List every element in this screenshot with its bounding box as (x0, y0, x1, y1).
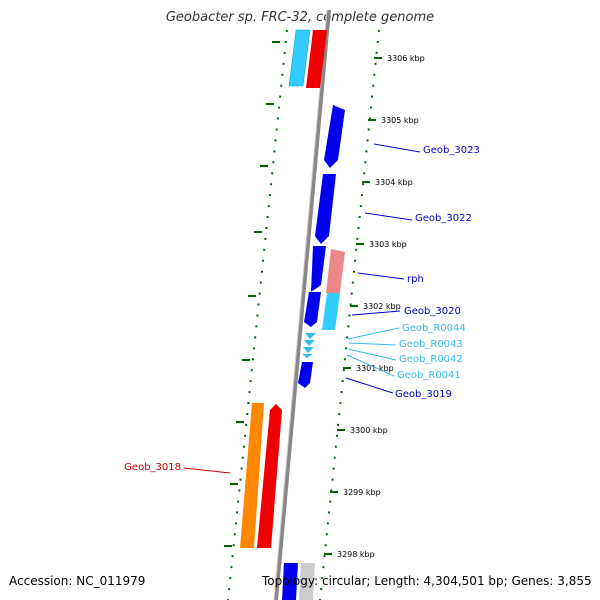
map-title: Geobacter sp. FRC-32, complete genome (165, 10, 435, 25)
gene-leader-line (347, 348, 397, 361)
cds-red-top (306, 30, 327, 88)
gene-leader-line (345, 377, 394, 394)
gene-label[interactable]: Geob_3018 (124, 462, 181, 473)
cds-geob-3021 (311, 246, 326, 292)
gene-leader-line (357, 272, 405, 280)
gene-label[interactable]: Geob_3019 (395, 389, 452, 400)
cds-geob-3022 (315, 174, 336, 244)
gene-leader-line (373, 143, 421, 153)
trna-geob-r0043 (304, 340, 315, 346)
kbp-tick-label: 3306 kbp (387, 54, 425, 63)
genome-backbone (274, 9, 331, 600)
gene-label[interactable]: Geob_R0042 (399, 354, 463, 365)
cds-gray-bottom (299, 563, 315, 600)
gene-label[interactable]: Geob_R0041 (397, 370, 461, 381)
genome-stats-text: Topology: circular; Length: 4,304,501 bp… (262, 574, 592, 588)
kbp-tick-group: 3306 kbp 3305 kbp 3304 kbp 3303 kbp 3302 kbp… (224, 41, 425, 559)
trna-geob-r0042 (303, 347, 314, 353)
genome-backbone-highlight (273, 9, 328, 600)
kbp-tick-label: 3301 kbp (356, 364, 394, 373)
accession-text: Accession: NC_011979 (9, 574, 146, 588)
gene-label[interactable]: Geob_R0044 (402, 323, 466, 334)
gene-leader-line (347, 327, 400, 340)
kbp-tick-label: 3303 kbp (369, 240, 407, 249)
gene-label[interactable]: rph (407, 274, 424, 285)
cds-geob-3018 (257, 404, 282, 548)
gene-label[interactable]: Geob_3022 (415, 213, 472, 224)
outer-ruler-left (227, 29, 288, 600)
cds-orange-3018 (240, 403, 264, 548)
gene-leader-line (364, 212, 413, 221)
cds-rph (326, 249, 345, 293)
trna-geob-r0044 (305, 333, 316, 339)
cds-geob-3019 (298, 362, 313, 388)
trna-geob-r0041 (302, 354, 313, 358)
gene-leader-line (346, 354, 395, 377)
gene-label[interactable]: Geob_3023 (423, 145, 480, 156)
gene-leader-line (348, 342, 397, 346)
gene-leader-line (183, 467, 231, 474)
kbp-tick-label: 3299 kbp (343, 488, 381, 497)
gene-label[interactable]: Geob_R0043 (399, 339, 463, 350)
gene-label[interactable]: Geob_3020 (404, 306, 461, 317)
cds-cyan-top (288, 29, 311, 87)
cds-geob-3023 (324, 105, 345, 168)
trna-cyan-block (322, 293, 340, 330)
kbp-tick-label: 3305 kbp (381, 116, 419, 125)
cds-geob-3020 (304, 292, 321, 327)
gene-leader-line (351, 310, 401, 316)
kbp-tick-label: 3300 kbp (350, 426, 388, 435)
kbp-tick-label: 3302 kbp (363, 302, 401, 311)
cds-blue-bottom (282, 563, 298, 600)
outer-ruler-right (319, 29, 380, 600)
kbp-tick-label: 3298 kbp (337, 550, 375, 559)
kbp-tick-label: 3304 kbp (375, 178, 413, 187)
